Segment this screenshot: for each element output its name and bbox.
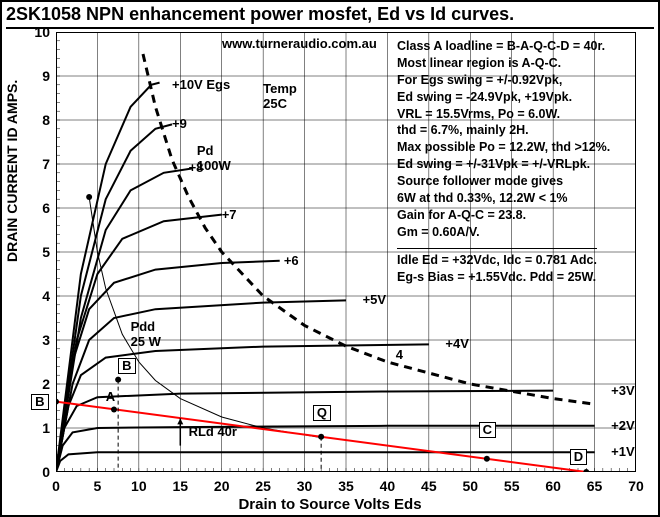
point-D: D [570, 449, 587, 465]
xtick: 65 [587, 478, 603, 494]
chart-title: 2SK1058 NPN enhancement power mosfet, Ed… [6, 4, 654, 29]
pd-label: Pd100W [197, 143, 231, 173]
egs-curve-label: +6 [284, 253, 299, 268]
egs-curve-label: +1V [611, 444, 635, 459]
url-label: www.turneraudio.com.au [222, 36, 377, 51]
xtick: 30 [297, 478, 313, 494]
xtick: 25 [255, 478, 271, 494]
series-marker: 4 [396, 347, 403, 362]
point-A: A [106, 389, 115, 404]
ytick: 8 [42, 112, 50, 128]
xtick: 15 [172, 478, 188, 494]
xtick: 60 [545, 478, 561, 494]
point-B: B [118, 358, 135, 374]
xtick: 55 [504, 478, 520, 494]
egs-curve-label: +10V Egs [172, 77, 230, 92]
egs-curve-label: +7 [222, 207, 237, 222]
ytick: 4 [42, 288, 50, 304]
ytick: 3 [42, 332, 50, 348]
egs-curve-label: +2V [611, 418, 635, 433]
xtick: 0 [52, 478, 60, 494]
temp-label: Temp25C [263, 81, 297, 111]
egs-curve-label: +9 [172, 116, 187, 131]
ytick: 5 [42, 244, 50, 260]
x-axis-label: Drain to Source Volts Eds [2, 496, 658, 513]
idle-info-block: Idle Ed = +32Vdc, Idc = 0.781 Adc.Eg-s B… [397, 248, 597, 286]
point-B: B [31, 394, 48, 410]
point-Q: Q [313, 405, 331, 421]
egs-curve-label: +5V [363, 292, 387, 307]
ytick: 1 [42, 420, 50, 436]
pdd-label: Pdd25 W [131, 319, 161, 349]
xtick: 45 [421, 478, 437, 494]
xtick: 35 [338, 478, 354, 494]
xtick: 50 [462, 478, 478, 494]
y-axis-label: DRAIN CURRENT ID AMPS. [4, 80, 20, 262]
egs-curve-label: +3V [611, 383, 635, 398]
xtick: 10 [131, 478, 147, 494]
ytick: 7 [42, 156, 50, 172]
xtick: 5 [94, 478, 102, 494]
xtick: 70 [628, 478, 644, 494]
xtick: 20 [214, 478, 230, 494]
ytick: 10 [34, 24, 50, 40]
loadline-label: RLd 40r [189, 424, 237, 439]
ytick: 2 [42, 376, 50, 392]
point-C: C [479, 422, 496, 438]
egs-curve-label: +4V [445, 336, 469, 351]
info-text-block: Class A loadline = B-A-Q-C-D = 40r.Most … [397, 38, 610, 241]
xtick: 40 [380, 478, 396, 494]
ytick: 6 [42, 200, 50, 216]
ytick: 9 [42, 68, 50, 84]
ytick: 0 [42, 464, 50, 480]
chart-frame: 2SK1058 NPN enhancement power mosfet, Ed… [0, 0, 660, 517]
